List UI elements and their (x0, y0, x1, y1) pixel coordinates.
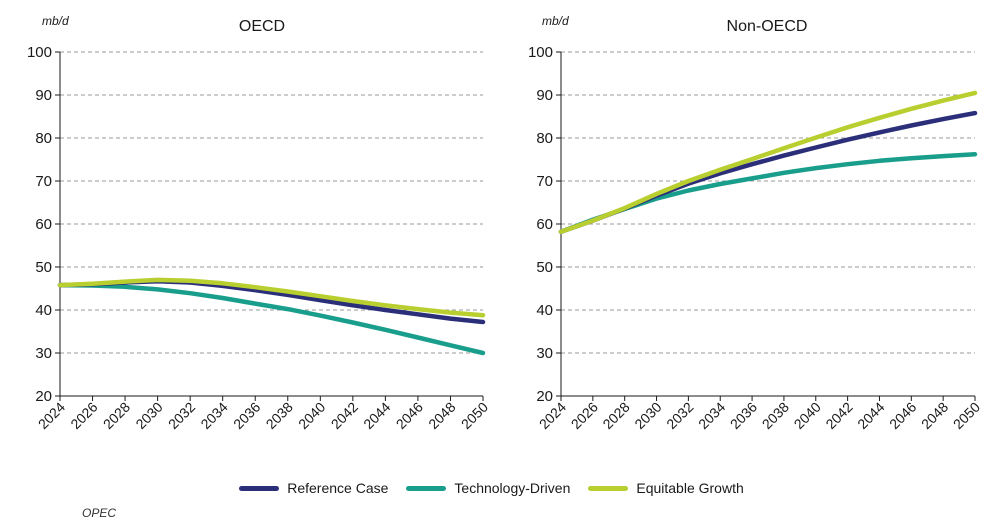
x-tick-label: 2046 (886, 399, 919, 432)
unit-label: mb/d (42, 14, 69, 28)
series-line-equitable-growth (558, 90, 978, 234)
panel-title: OECD (239, 18, 285, 35)
x-tick-label: 2038 (263, 399, 296, 432)
x-tick-label: 2034 (695, 399, 728, 432)
y-tick-label: 90 (536, 87, 553, 104)
y-tick-label: 60 (536, 216, 553, 233)
legend-item-reference-case: Reference Case (239, 480, 388, 496)
y-tick-label: 40 (35, 302, 52, 319)
y-tick-label: 100 (528, 44, 553, 61)
x-tick-label: 2026 (67, 399, 100, 432)
legend-label-reference-case: Reference Case (287, 480, 389, 496)
x-tick-label: 2036 (727, 399, 760, 432)
y-tick-label: 50 (536, 259, 553, 276)
legend-item-technology-driven: Technology-Driven (406, 480, 570, 496)
unit-label: mb/d (542, 14, 569, 28)
x-tick-label: 2046 (393, 399, 426, 432)
panel-title: Non-OECD (727, 18, 808, 35)
legend-swatch-reference-case (239, 485, 280, 491)
x-tick-label: 2042 (328, 399, 361, 432)
y-tick-label: 80 (536, 130, 553, 147)
x-tick-label: 2040 (295, 399, 328, 432)
x-tick-label: 2042 (822, 399, 855, 432)
x-tick-label: 2032 (165, 399, 198, 432)
x-tick-label: 2040 (791, 399, 824, 432)
y-tick-label: 40 (536, 302, 553, 319)
legend-swatch-equitable-growth (588, 485, 629, 491)
series-line-technology-driven (558, 152, 978, 234)
x-tick-label: 2044 (360, 399, 393, 432)
y-tick-label: 90 (35, 87, 52, 104)
x-tick-label: 2048 (425, 399, 458, 432)
y-tick-label: 20 (536, 388, 553, 405)
series-line-reference-case (558, 110, 978, 234)
y-tick-label: 70 (35, 173, 52, 190)
series-line-technology-driven (57, 282, 486, 356)
x-tick-label: 2050 (950, 399, 983, 432)
legend-label-equitable-growth: Equitable Growth (636, 480, 744, 496)
source-note: OPEC (82, 506, 117, 520)
x-tick-label: 2034 (197, 399, 230, 432)
x-tick-label: 2038 (759, 399, 792, 432)
x-tick-label: 2030 (132, 399, 165, 432)
y-tick-label: 20 (35, 388, 52, 405)
series-line-equitable-growth (57, 277, 486, 318)
x-tick-label: 2048 (918, 399, 951, 432)
y-tick-label: 30 (35, 345, 52, 362)
y-tick-label: 30 (536, 345, 553, 362)
x-tick-label: 2050 (458, 399, 491, 432)
y-tick-label: 80 (35, 130, 52, 147)
y-tick-label: 70 (536, 173, 553, 190)
legend-label-technology-driven: Technology-Driven (454, 480, 571, 496)
x-tick-label: 2028 (100, 399, 133, 432)
x-tick-label: 2030 (631, 399, 664, 432)
x-tick-label: 2028 (599, 399, 632, 432)
y-tick-label: 60 (35, 216, 52, 233)
y-tick-label: 100 (27, 44, 52, 61)
x-tick-label: 2032 (663, 399, 696, 432)
x-tick-label: 2026 (568, 399, 601, 432)
x-tick-label: 2036 (230, 399, 263, 432)
chart-panel-non-oecd: 2030405060708090100202420262028203020322… (528, 14, 983, 432)
legend-item-equitable-growth: Equitable Growth (588, 480, 744, 496)
y-tick-label: 50 (35, 259, 52, 276)
x-tick-label: 2044 (854, 399, 887, 432)
legend-swatch-technology-driven (406, 485, 447, 491)
legend: Reference Case Technology-Driven Equitab… (0, 480, 983, 496)
